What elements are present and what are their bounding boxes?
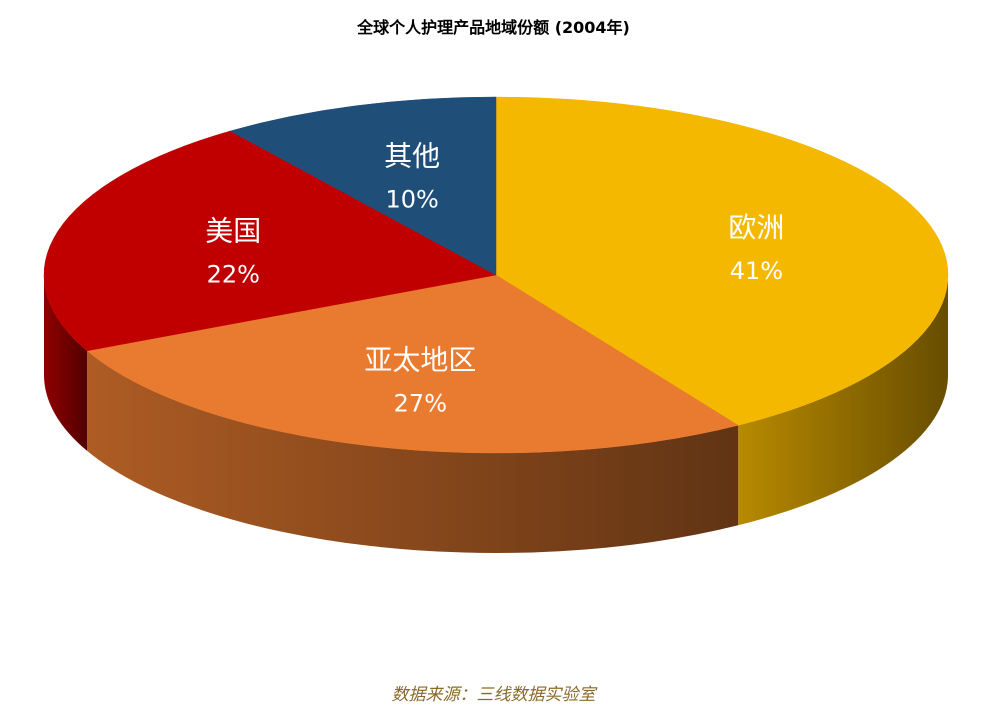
pie-slice-asia-pacific bbox=[86, 274, 739, 454]
pie-slice-other bbox=[229, 96, 497, 276]
slice-value-other: 10% bbox=[386, 185, 439, 213]
chart-title: 全球个人护理产品地域份额 (2004年) bbox=[357, 18, 630, 37]
slice-label-asia-pacific: 亚太地区 bbox=[364, 344, 476, 377]
slice-value-usa: 22% bbox=[207, 260, 260, 288]
slice-value-asia-pacific: 27% bbox=[394, 390, 447, 418]
pie-side-walls bbox=[44, 275, 948, 553]
source-note: 数据来源：三线数据实验室 bbox=[391, 685, 596, 705]
pie-slice-usa bbox=[43, 130, 497, 352]
pie-top bbox=[43, 96, 949, 454]
pie-slice-europe bbox=[495, 96, 949, 426]
slice-value-europe: 41% bbox=[730, 257, 783, 285]
pie-side-europe bbox=[738, 275, 948, 526]
slice-label-usa: 美国 bbox=[205, 214, 261, 247]
slice-label-other: 其他 bbox=[384, 139, 440, 172]
pie-labels: 欧洲 41% 亚太地区 27% 美国 22% 其他 10% bbox=[205, 139, 784, 417]
slice-label-europe: 欧洲 bbox=[728, 211, 784, 244]
pie-side-usa bbox=[44, 275, 88, 451]
pie-side-asia-pacific bbox=[87, 350, 739, 553]
